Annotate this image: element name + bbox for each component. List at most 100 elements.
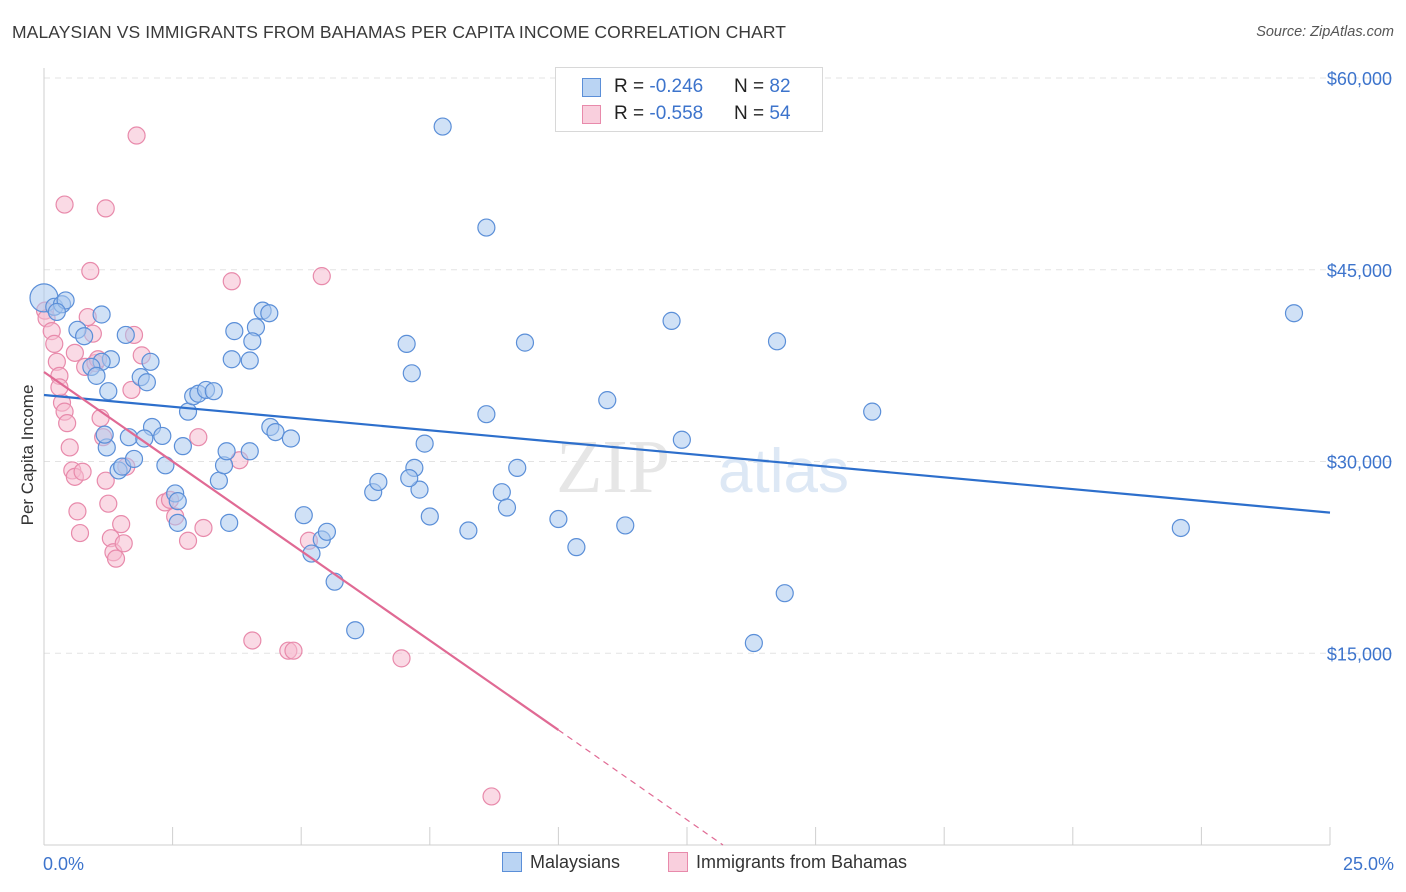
point-bahamas-9: [60, 438, 79, 457]
y-tick-label-3: $60,000: [1327, 69, 1392, 89]
point-malaysians-65: [433, 117, 452, 136]
point-malaysians-6: [75, 327, 94, 346]
point-malaysians-43: [260, 304, 279, 323]
point-malaysians-66: [459, 521, 478, 540]
point-bahamas-31: [122, 380, 141, 400]
watermark: ZIP atlas: [556, 425, 849, 509]
point-bahamas-13: [70, 523, 90, 543]
point-malaysians-63: [415, 434, 434, 453]
point-malaysians-36: [209, 471, 228, 490]
point-bahamas-40: [189, 428, 208, 447]
point-malaysians-73: [549, 509, 568, 529]
point-bahamas-23: [96, 471, 115, 490]
point-malaysians-75: [598, 391, 617, 410]
point-bahamas-50: [482, 787, 501, 806]
legend-swatch-pink: [582, 105, 601, 124]
legend-row-malaysians: R = -0.246 N = 82: [556, 74, 822, 100]
point-bahamas-35: [55, 195, 74, 214]
point-malaysians-14: [137, 373, 156, 392]
legend-row-bahamas: R = -0.558 N = 54: [556, 101, 822, 127]
point-bahamas-27: [106, 549, 126, 568]
point-malaysians-47: [240, 442, 259, 461]
trend-line-bahamas-extension: [558, 729, 724, 846]
point-malaysians-69: [492, 483, 511, 502]
legend-r-bahamas: R = -0.558: [614, 103, 704, 124]
point-malaysians-51: [294, 506, 313, 525]
point-malaysians-85: [400, 469, 419, 488]
bottom-legend-swatch-blue: [502, 852, 522, 872]
bottom-legend-swatch-pink: [668, 852, 688, 872]
point-malaysians-62: [410, 480, 429, 499]
point-malaysians-26: [124, 449, 144, 469]
trend-lines: [43, 371, 1331, 846]
point-malaysians-22: [95, 425, 114, 444]
watermark-zip: ZIP: [556, 425, 670, 509]
point-malaysians-79: [767, 332, 787, 351]
point-malaysians-56: [346, 621, 365, 640]
y-tick-label-2: $45,000: [1327, 261, 1392, 281]
point-malaysians-78: [672, 430, 691, 449]
point-malaysians-7: [92, 305, 111, 324]
point-malaysians-12: [116, 325, 135, 345]
legend-swatch-blue: [582, 78, 601, 97]
bottom-legend-malaysians: Malaysians: [502, 852, 620, 873]
point-malaysians-55: [325, 572, 344, 591]
point-malaysians-35: [204, 382, 223, 401]
point-bahamas-46: [284, 641, 303, 660]
point-malaysians-4: [47, 302, 66, 322]
point-malaysians-45: [243, 332, 262, 351]
point-malaysians-20: [99, 382, 118, 401]
point-malaysians-58: [369, 472, 388, 492]
point-bahamas-8: [58, 414, 77, 433]
point-malaysians-67: [477, 218, 496, 237]
point-malaysians-59: [397, 334, 416, 353]
point-malaysians-60: [402, 364, 421, 383]
point-bahamas-14: [73, 462, 92, 481]
point-malaysians-84: [744, 633, 763, 653]
bottom-legend-label-malaysians: Malaysians: [530, 852, 621, 872]
point-malaysians-38: [217, 442, 236, 461]
point-malaysians-83: [1284, 304, 1304, 323]
point-bahamas-44: [243, 631, 262, 650]
point-malaysians-68: [477, 405, 496, 424]
point-malaysians-40: [222, 350, 241, 369]
point-bahamas-39: [178, 531, 198, 550]
point-bahamas-33: [127, 126, 146, 145]
legend-n-malaysians: N = 82: [734, 76, 791, 97]
correlation-legend: R = -0.246 N = 82 R = -0.558 N = 54: [555, 67, 823, 132]
point-bahamas-17: [81, 261, 100, 281]
point-bahamas-28: [112, 515, 131, 534]
point-malaysians-31: [178, 402, 198, 421]
point-malaysians-30: [173, 437, 192, 456]
point-malaysians-76: [616, 516, 635, 535]
x-tick-label-left: 0.0%: [43, 854, 84, 874]
point-malaysians-28: [168, 513, 187, 532]
point-malaysians-74: [567, 538, 586, 557]
series-immigrants-points: [35, 126, 501, 806]
point-malaysians-49: [266, 422, 285, 442]
point-malaysians-71: [508, 458, 527, 477]
point-malaysians-39: [220, 513, 239, 532]
point-malaysians-64: [420, 507, 439, 526]
chart-title: MALAYSIAN VS IMMIGRANTS FROM BAHAMAS PER…: [12, 22, 787, 42]
point-malaysians-29: [168, 492, 187, 511]
point-malaysians-77: [662, 311, 681, 330]
point-malaysians-46: [240, 351, 259, 370]
point-bahamas-41: [194, 518, 213, 538]
point-malaysians-72: [515, 333, 535, 352]
y-tick-label-0: $15,000: [1327, 644, 1392, 664]
y-tick-label-1: $30,000: [1327, 453, 1392, 473]
point-bahamas-52: [65, 343, 84, 362]
bottom-legend-label-bahamas: Immigrants from Bahamas: [696, 852, 908, 872]
point-malaysians-81: [863, 402, 882, 421]
point-bahamas-3: [45, 334, 64, 353]
point-bahamas-48: [312, 267, 331, 286]
watermark-atlas: atlas: [718, 437, 849, 506]
grid-lines: [44, 77, 1394, 654]
point-malaysians-82: [1171, 518, 1190, 538]
point-bahamas-12: [68, 502, 87, 521]
series-malaysians-points: [29, 117, 1304, 653]
legend-r-malaysians: R = -0.246: [614, 76, 704, 97]
point-bahamas-29: [114, 534, 133, 553]
